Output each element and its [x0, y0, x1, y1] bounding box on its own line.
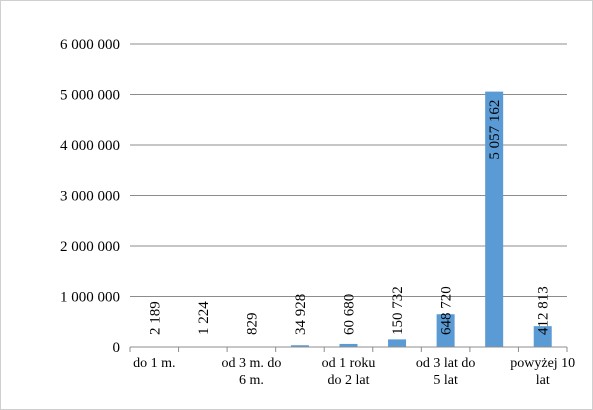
data-label: 1 224 [196, 301, 212, 335]
y-tick-label: 2 000 000 [60, 239, 120, 255]
category-labels: do 1 m. od 3 m. do 6 m.od 1 roku do 2 latod… [133, 356, 575, 388]
data-label: 2 189 [147, 301, 163, 335]
category-label: od 1 roku do 2 lat [322, 356, 376, 388]
bar [436, 314, 455, 347]
bar [485, 91, 504, 348]
data-labels: 2 189 1 224 829 34 928 60 680 150 732 648 720 5… [147, 100, 551, 335]
category-label-line: do 2 lat [328, 373, 370, 388]
bar [339, 343, 358, 347]
bar [533, 326, 552, 347]
data-label: 150 732 [390, 286, 406, 335]
data-label: 829 [244, 313, 260, 336]
category-label-line: powyżej 10 [510, 356, 575, 371]
y-axis-tick-labels: 0 1 000 000 2 000 000 3 000 000 4 000 000 5 0… [60, 37, 120, 356]
data-label: 412 813 [536, 286, 552, 335]
category-label-line: od 1 roku [322, 356, 376, 371]
category-label-line: 6 m. [239, 373, 264, 388]
y-tick-label: 4 000 000 [60, 138, 120, 154]
y-tick-label: 0 [113, 340, 121, 356]
data-label: 5 057 162 [487, 100, 503, 160]
category-label-line: od 3 lat do [416, 356, 476, 371]
category-label-line: lat [536, 373, 550, 388]
category-label: od 3 lat do 5 lat [416, 356, 476, 388]
category-label-line: 5 lat [433, 373, 458, 388]
y-tick-label: 5 000 000 [60, 88, 120, 104]
category-label-line: od 3 m. do [221, 356, 281, 371]
category-label-line: do 1 m. [133, 356, 175, 371]
data-label: 60 680 [342, 294, 358, 335]
axes [129, 346, 568, 352]
y-tick-label: 3 000 000 [60, 189, 120, 205]
y-tick-label: 1 000 000 [60, 290, 120, 306]
y-tick-label: 6 000 000 [60, 37, 120, 53]
data-label: 34 928 [293, 294, 309, 335]
category-label: od 3 m. do 6 m. [221, 356, 281, 388]
bar [388, 339, 407, 347]
bar [290, 345, 309, 347]
category-label: do 1 m. [133, 356, 175, 371]
data-label: 648 720 [439, 286, 455, 335]
category-label: powyżej 10 lat [510, 356, 575, 388]
